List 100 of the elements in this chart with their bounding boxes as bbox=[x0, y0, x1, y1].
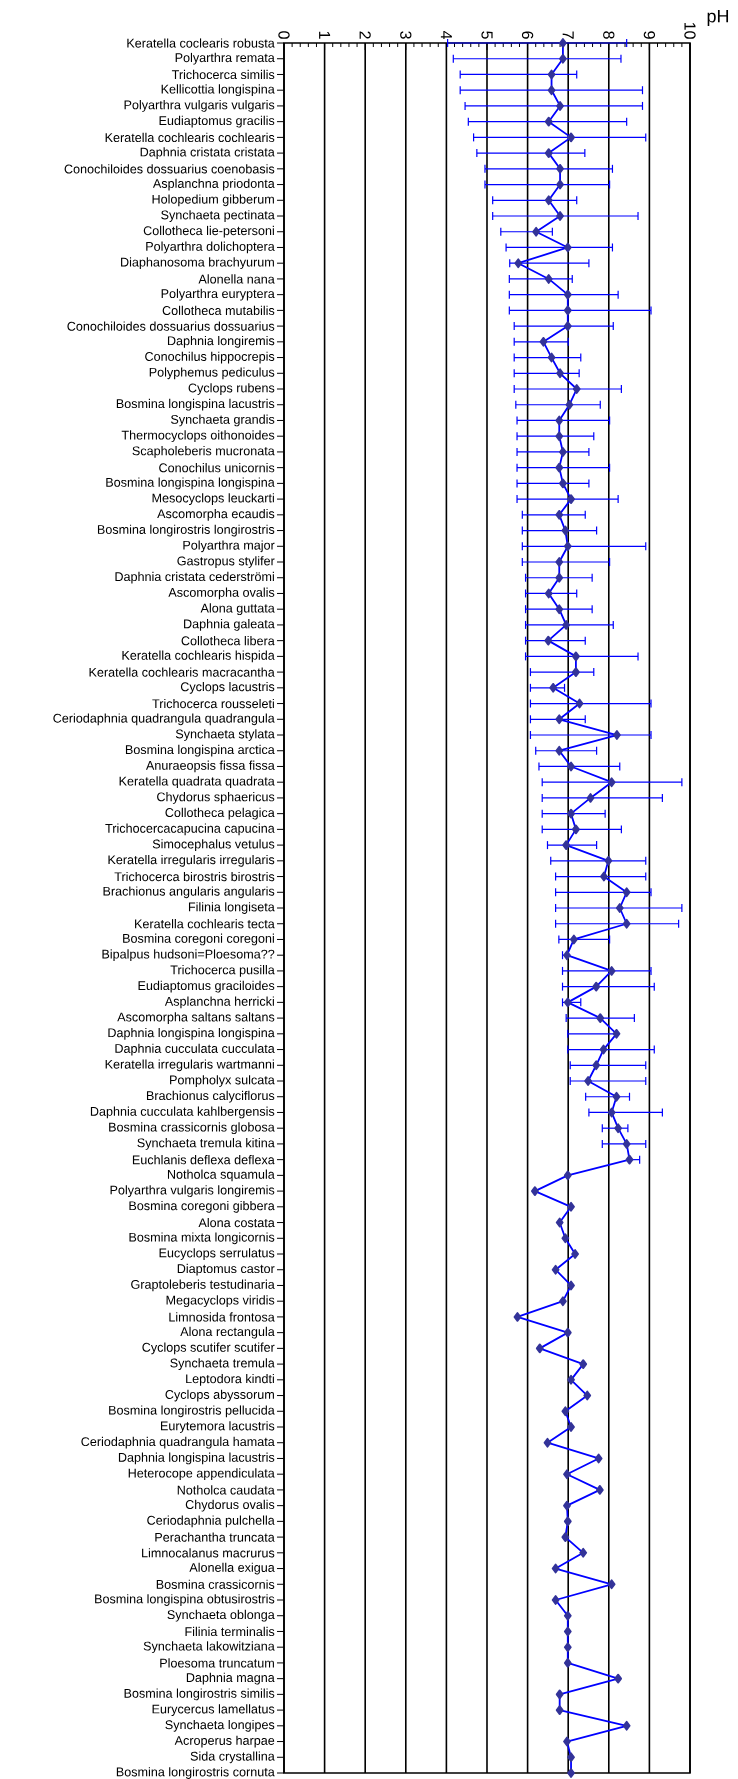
x-axis-title: pH bbox=[707, 9, 729, 27]
y-tick-label: Acroperus harpae bbox=[174, 1735, 275, 1748]
y-tick-label: Asplanchna priodonta bbox=[152, 178, 275, 191]
y-tick-label: Bosmina longirostris longirostris bbox=[97, 524, 275, 537]
y-tick-label: Bosmina longispina obtusirostris bbox=[95, 1594, 275, 1606]
y-tick-label: Alona costata bbox=[198, 1217, 275, 1228]
y-tick-label: Trichocerca pusilla bbox=[170, 965, 275, 977]
y-tick-label: Cyclops abyssorum bbox=[165, 1389, 274, 1402]
x-tick-label: 10 bbox=[684, 22, 696, 39]
y-tick-label: Keratella quadrata quadrata bbox=[119, 776, 275, 789]
x-tick-label: 1 bbox=[319, 31, 331, 39]
x-tick-label: 2 bbox=[359, 31, 371, 39]
y-tick-label: Alona rectangula bbox=[180, 1326, 275, 1339]
y-tick-label: Trichocerca rousseleti bbox=[152, 698, 274, 709]
y-tick-label: Polyarthra vulgaris vulgaris bbox=[124, 100, 275, 112]
y-tick-label: Chydorus ovalis bbox=[185, 1499, 275, 1512]
y-tick-label: Bosmina longispina arctica bbox=[125, 744, 275, 757]
y-tick-label: Cyclops rubens bbox=[188, 383, 275, 395]
y-tick-label: Bosmina longispina lacustris bbox=[116, 398, 275, 411]
y-tick-label: Bosmina longispina longispina bbox=[106, 477, 275, 490]
y-tick-label: Trichocerca similis bbox=[171, 69, 275, 80]
y-tick-label: Anuraeopsis fissa fissa bbox=[145, 760, 275, 773]
y-tick-label: Daphnia cucculata cucculata bbox=[115, 1043, 275, 1056]
y-tick-label: Conochiloides dossuarius dossuarius bbox=[67, 321, 275, 331]
y-tick-label: Collotheca libera bbox=[181, 636, 275, 646]
y-tick-label: Ascomorpha ovalis bbox=[168, 587, 275, 600]
y-tick-label: Bosmina crassicornis bbox=[156, 1579, 275, 1589]
y-tick-label: Thermocyclops oithonoides bbox=[121, 430, 275, 443]
y-tick-label: Polyphemus pediculus bbox=[149, 367, 275, 380]
y-tick-label: Alonella nana bbox=[198, 274, 275, 284]
y-tick-label: Filinia terminalis bbox=[185, 1626, 275, 1637]
y-tick-label: Ploesoma truncatum bbox=[160, 1658, 274, 1668]
y-tick-label: Synchaeta tremula bbox=[170, 1358, 275, 1370]
y-tick-label: Trichocercacapucina capucina bbox=[105, 823, 275, 836]
y-tick-label: Scapholeberis mucronata bbox=[132, 446, 275, 458]
y-tick-label: Leptodora kindti bbox=[186, 1373, 274, 1386]
y-tick-label: Holopedium gibberum bbox=[152, 194, 274, 207]
y-tick-label: Synchaeta grandis bbox=[170, 414, 275, 427]
y-tick-label: Synchaeta tremula kitina bbox=[137, 1138, 275, 1150]
y-tick-label: Conochilus unicornis bbox=[159, 463, 275, 473]
y-tick-label: Notholca caudata bbox=[177, 1485, 275, 1495]
y-tick-label: Polyarthra dolichoptera bbox=[146, 241, 275, 254]
y-tick-label: Bosmina coregoni gibbera bbox=[129, 1200, 275, 1213]
y-tick-label: Cyclops lacustris bbox=[180, 681, 275, 694]
y-tick-label: Ascomorpha saltans saltans bbox=[117, 1012, 275, 1024]
y-tick-label: Bosmina longirostris similis bbox=[124, 1688, 275, 1701]
y-tick-label: Daphnia magna bbox=[186, 1672, 275, 1685]
y-tick-label: Keratella cochlearis hispida bbox=[122, 650, 275, 663]
y-tick-label: Daphnia cucculata kahlbergensis bbox=[90, 1106, 275, 1119]
y-tick-label: Eudiaptomus graciloides bbox=[138, 980, 275, 993]
x-tick-label: 4 bbox=[440, 30, 452, 40]
y-tick-label: Heterocope appendiculata bbox=[128, 1468, 275, 1481]
y-tick-label: Diaphanosoma brachyurum bbox=[121, 257, 274, 270]
y-tick-label: Megacyclops viridis bbox=[166, 1295, 275, 1308]
y-tick-label: Pompholyx sulcata bbox=[170, 1075, 275, 1087]
y-tick-label: Ascomorpha ecaudis bbox=[157, 508, 275, 521]
x-tick-label: 5 bbox=[481, 31, 493, 39]
y-tick-label: Daphnia longispina lacustris bbox=[118, 1452, 275, 1465]
y-tick-label: Synchaeta lakowitziana bbox=[143, 1641, 275, 1654]
y-tick-label: Mesocyclops leuckarti bbox=[152, 493, 274, 505]
y-tick-label: Synchaeta stylata bbox=[175, 729, 275, 741]
y-tick-label: Keratella cochlearis cochlearis bbox=[105, 132, 275, 143]
y-tick-label: Eurytemora lacustris bbox=[161, 1421, 275, 1433]
y-tick-label: Bosmina coregoni coregoni bbox=[123, 933, 274, 946]
y-tick-label: Filinia longiseta bbox=[188, 902, 275, 914]
y-tick-label: Kellicottia longispina bbox=[161, 84, 275, 97]
x-tick-label: 6 bbox=[521, 31, 534, 39]
y-tick-label: Eucyclops serrulatus bbox=[159, 1248, 275, 1260]
x-tick-label: 9 bbox=[643, 31, 656, 39]
x-tick-label: 8 bbox=[603, 31, 615, 39]
y-tick-label: Collotheca mutabilis bbox=[162, 305, 275, 316]
y-tick-label: Gastropus stylifer bbox=[177, 556, 275, 568]
y-tick-label: Eurycercus lamellatus bbox=[152, 1704, 275, 1716]
y-tick-label: Alonella exigua bbox=[189, 1562, 275, 1575]
y-tick-label: Bipalpus hudsoni=Ploesoma?? bbox=[102, 949, 275, 962]
y-tick-label: Cyclops scutifer scutifer bbox=[142, 1342, 275, 1355]
y-tick-label: Synchaeta oblonga bbox=[167, 1609, 275, 1622]
y-tick-label: Brachionus angularis angularis bbox=[103, 886, 275, 899]
y-tick-label: Bosmina mixta longicornis bbox=[129, 1232, 275, 1245]
y-tick-label: Daphnia cristata cederströmi bbox=[115, 571, 274, 584]
y-tick-label: Keratella cochlearis macracantha bbox=[89, 667, 275, 677]
y-tick-label: Polyarthra remata bbox=[175, 52, 275, 65]
y-tick-label: Sida crystallina bbox=[190, 1751, 275, 1764]
y-tick-label: Ceriodaphnia quadrangula quadrangula bbox=[53, 713, 275, 726]
y-tick-label: Conochilus hippocrepis bbox=[145, 351, 275, 364]
y-tick-label: Synchaeta pectinata bbox=[161, 210, 275, 222]
y-tick-label: Keratella irregularis irregularis bbox=[108, 854, 275, 867]
y-tick-label: Notholca squamula bbox=[167, 1169, 275, 1182]
y-tick-label: Perachantha truncata bbox=[155, 1532, 275, 1542]
y-tick-label: Polyarthra euryptera bbox=[161, 288, 275, 301]
y-tick-label: Limnosida frontosa bbox=[169, 1312, 275, 1322]
y-tick-label: Keratella coclearis robusta bbox=[127, 38, 275, 48]
y-tick-label: Alona guttata bbox=[200, 603, 275, 616]
x-tick-label: 0 bbox=[278, 31, 290, 39]
y-tick-label: Bosmina longirostris cornuta bbox=[116, 1767, 275, 1779]
y-tick-label: Daphnia cristata cristata bbox=[140, 147, 275, 159]
y-tick-label: Polyarthra vulgaris longiremis bbox=[110, 1185, 275, 1197]
y-tick-label: Bosmina longirostris pellucida bbox=[109, 1405, 275, 1418]
x-tick-label: 3 bbox=[400, 31, 412, 39]
y-tick-label: Euchlanis deflexa deflexa bbox=[132, 1155, 275, 1165]
